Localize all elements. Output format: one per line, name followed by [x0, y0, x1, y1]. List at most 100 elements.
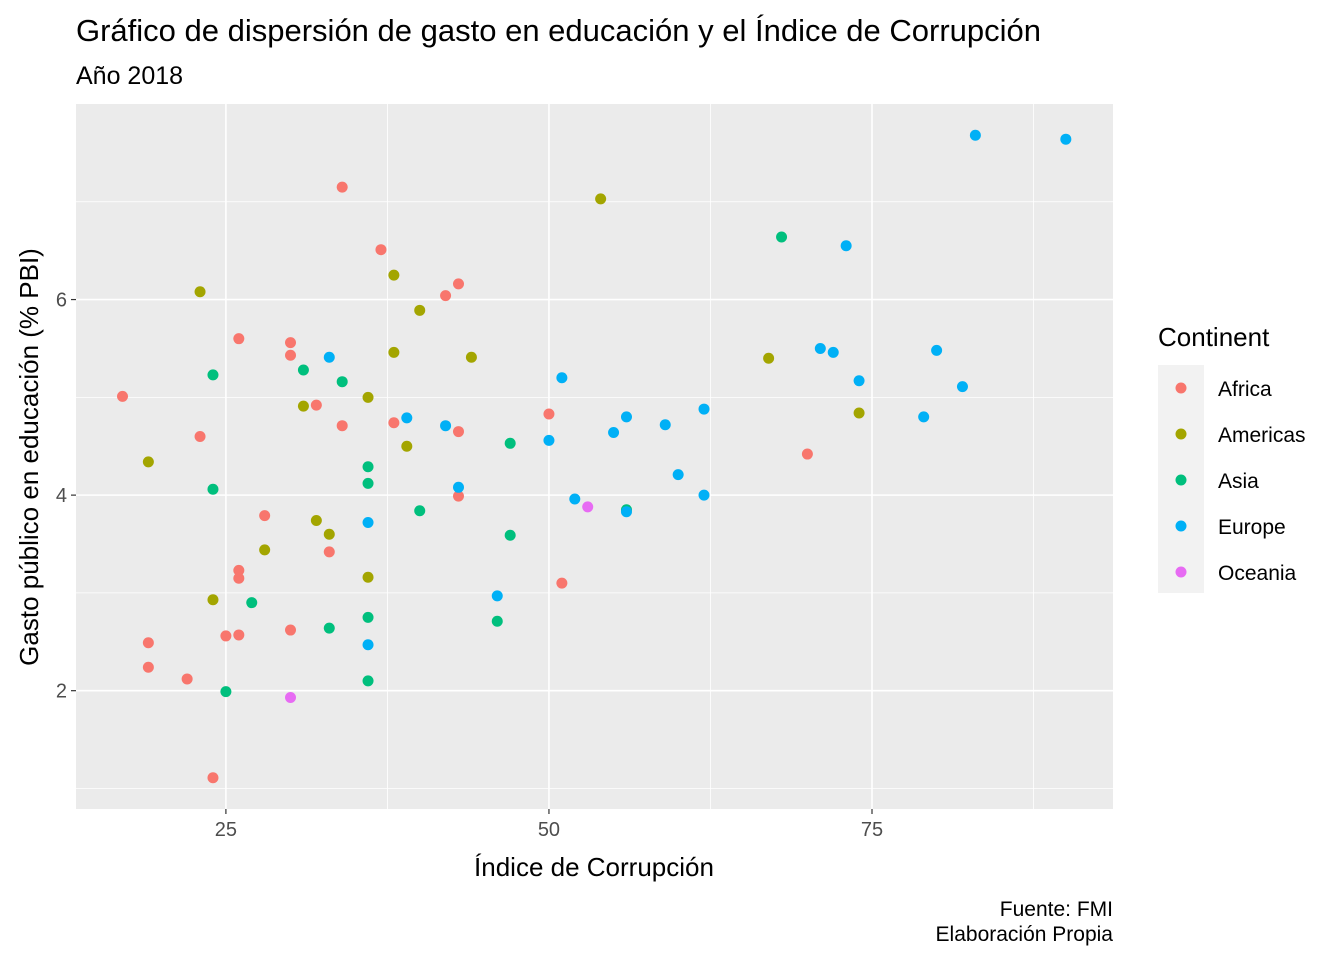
x-tick-label: 75	[861, 819, 883, 841]
data-point-americas	[388, 346, 400, 358]
data-point-asia	[362, 611, 374, 623]
data-point-europe	[491, 590, 503, 602]
data-point-europe	[814, 342, 826, 354]
data-point-asia	[414, 505, 426, 517]
legend-key-europe	[1175, 520, 1187, 532]
data-point-europe	[1060, 133, 1072, 145]
data-point-asia	[207, 369, 219, 381]
data-point-europe	[608, 427, 620, 439]
data-point-americas	[142, 456, 154, 468]
data-point-africa	[388, 417, 400, 429]
data-point-europe	[323, 351, 335, 363]
data-point-asia	[504, 529, 516, 541]
data-point-africa	[452, 278, 464, 290]
data-point-europe	[918, 411, 930, 423]
data-point-africa	[142, 637, 154, 649]
data-point-americas	[362, 391, 374, 403]
grid-lines	[76, 104, 1113, 809]
y-tick-label: 6	[56, 290, 67, 312]
data-point-oceania	[582, 501, 594, 513]
legend-label-oceania: Oceania	[1218, 562, 1297, 585]
data-point-africa	[142, 661, 154, 673]
data-point-asia	[776, 231, 788, 243]
data-point-africa	[220, 630, 232, 642]
caption-source: Fuente: FMI	[1000, 898, 1113, 921]
data-point-africa	[452, 490, 464, 502]
data-point-americas	[853, 407, 865, 419]
data-point-americas	[310, 515, 322, 527]
data-point-africa	[452, 426, 464, 438]
data-point-africa	[440, 290, 452, 302]
data-point-africa	[801, 448, 813, 460]
data-point-americas	[414, 304, 426, 316]
data-point-africa	[285, 349, 297, 361]
data-point-europe	[452, 481, 464, 493]
x-axis-label: Índice de Corrupción	[474, 852, 714, 882]
data-point-africa	[375, 244, 387, 256]
data-point-europe	[543, 434, 555, 446]
data-point-asia	[504, 437, 516, 449]
data-point-africa	[233, 629, 245, 641]
data-point-asia	[362, 675, 374, 687]
data-point-europe	[620, 506, 632, 518]
caption-author: Elaboración Propia	[936, 923, 1114, 946]
data-point-africa	[233, 333, 245, 345]
data-point-europe	[931, 344, 943, 356]
legend-key-asia	[1175, 474, 1187, 486]
data-point-asia	[220, 686, 232, 698]
data-point-africa	[259, 510, 271, 522]
data-point-americas	[362, 571, 374, 583]
data-point-europe	[362, 517, 374, 529]
data-point-europe	[620, 411, 632, 423]
data-point-europe	[569, 493, 581, 505]
data-point-africa	[323, 546, 335, 558]
data-point-oceania	[285, 692, 297, 704]
data-point-africa	[556, 577, 568, 589]
data-point-asia	[336, 376, 348, 388]
data-point-americas	[465, 351, 477, 363]
data-point-africa	[336, 181, 348, 193]
data-point-americas	[297, 400, 309, 412]
chart-title: Gráfico de dispersión de gasto en educac…	[76, 13, 1041, 48]
data-point-africa	[207, 772, 219, 784]
data-point-asia	[207, 483, 219, 495]
legend-label-asia: Asia	[1218, 470, 1259, 493]
legend-label-europe: Europe	[1218, 516, 1286, 539]
legend-key-americas	[1175, 428, 1187, 440]
data-point-americas	[323, 528, 335, 540]
data-point-europe	[362, 639, 374, 651]
legend-label-americas: Americas	[1218, 424, 1306, 447]
data-point-asia	[297, 364, 309, 376]
data-point-europe	[969, 129, 981, 141]
legend-title: Continent	[1158, 322, 1270, 352]
data-point-europe	[672, 469, 684, 481]
data-point-europe	[956, 381, 968, 393]
data-point-africa	[233, 564, 245, 576]
data-point-americas	[401, 440, 413, 452]
axis-ticks: 25 50 75 2 4 6	[56, 290, 883, 841]
data-point-americas	[207, 594, 219, 606]
data-point-americas	[259, 544, 271, 556]
data-point-europe	[840, 240, 852, 252]
data-point-africa	[194, 430, 206, 442]
data-point-africa	[543, 408, 555, 420]
data-point-americas	[595, 193, 607, 205]
legend-label-africa: Africa	[1218, 378, 1272, 401]
data-point-africa	[285, 337, 297, 349]
data-point-europe	[440, 420, 452, 432]
data-point-europe	[698, 489, 710, 501]
data-point-africa	[117, 390, 129, 402]
data-point-americas	[763, 352, 775, 364]
data-point-asia	[323, 622, 335, 634]
data-point-asia	[246, 597, 258, 609]
y-tick-label: 4	[56, 485, 67, 507]
y-tick-label: 2	[56, 681, 67, 703]
data-point-europe	[659, 419, 671, 431]
chart-subtitle: Año 2018	[76, 62, 183, 90]
data-point-americas	[388, 269, 400, 281]
data-point-europe	[853, 375, 865, 387]
legend-key-africa	[1175, 382, 1187, 394]
legend: Continent Africa Americas Asia Europe Oceani…	[1158, 322, 1306, 593]
data-point-africa	[336, 420, 348, 432]
